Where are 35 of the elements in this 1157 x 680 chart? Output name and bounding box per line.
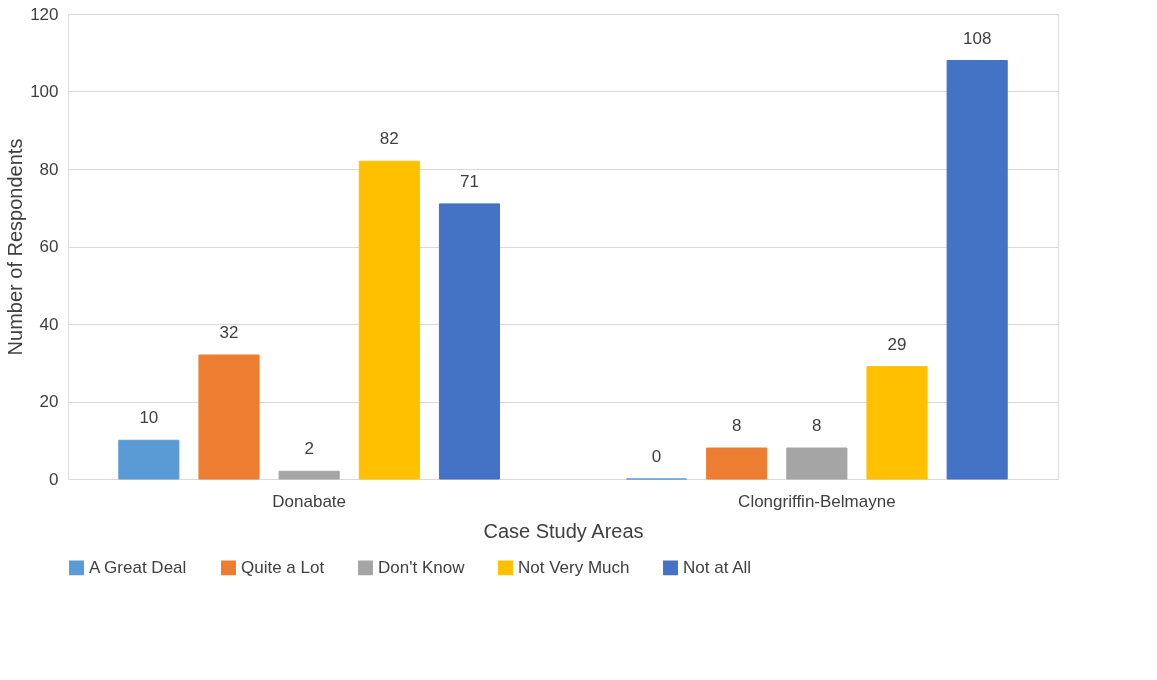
- bar: [118, 439, 180, 480]
- data-label: 2: [304, 439, 314, 459]
- bar: [358, 160, 420, 480]
- y-tick-label: 100: [30, 82, 59, 101]
- y-axis-title: Number of Respondents: [4, 138, 27, 356]
- data-label: 32: [219, 323, 239, 342]
- x-tick-label: Clongriffin-Belmayne: [738, 491, 896, 511]
- data-label: 8: [812, 416, 822, 435]
- y-tick-label: 40: [39, 314, 59, 334]
- data-label: 71: [460, 171, 479, 191]
- bar: [438, 203, 501, 480]
- x-tick-label: Donabate: [272, 491, 347, 511]
- bar: [278, 470, 340, 480]
- bar: [866, 366, 928, 480]
- legend-label: Don't Know: [378, 557, 466, 577]
- y-tick-label: 20: [39, 392, 59, 411]
- y-tick-label: 0: [49, 469, 59, 489]
- bar: [946, 60, 1008, 480]
- bar: [786, 447, 848, 480]
- y-tick-label: 80: [39, 159, 59, 179]
- data-label: 82: [379, 129, 399, 149]
- legend-label: Not at All: [683, 557, 752, 577]
- y-tick-label: 60: [39, 237, 59, 256]
- data-label: 108: [962, 28, 992, 48]
- data-label: 0: [651, 447, 662, 466]
- y-tick-label: 120: [30, 4, 59, 24]
- bar: [198, 354, 260, 480]
- bar: [706, 447, 768, 480]
- data-label: 8: [731, 416, 742, 435]
- data-label: 10: [139, 408, 159, 428]
- legend-label: Quite a Lot: [241, 557, 325, 577]
- legend-label: A Great Deal: [89, 557, 187, 577]
- x-axis-title: Case Study Areas: [483, 519, 644, 542]
- legend-label: Not Very Much: [518, 557, 630, 577]
- data-label: 29: [887, 334, 907, 354]
